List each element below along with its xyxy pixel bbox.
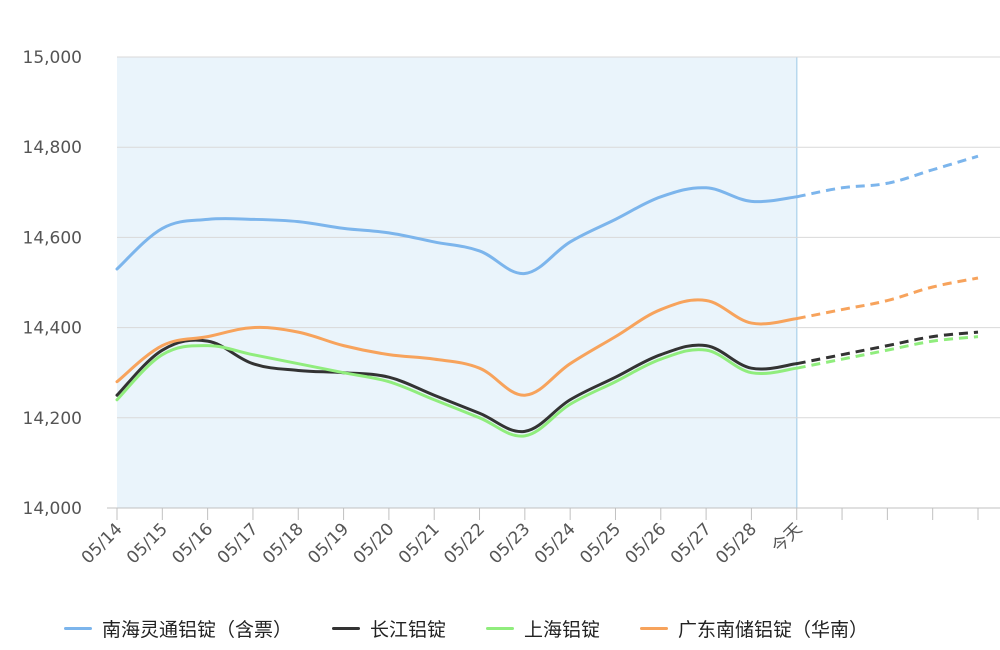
x-tick-label: 05/16 xyxy=(168,519,217,568)
x-tick-label: 05/27 xyxy=(667,519,716,568)
series-forecast-line-1 xyxy=(796,154,979,199)
x-tick-label: 05/15 xyxy=(123,519,172,568)
y-tick-label: 14,000 xyxy=(23,499,82,519)
legend-label: 广东南储铝锭（华南） xyxy=(678,618,869,641)
legend-item-4[interactable]: 广东南储铝锭（华南） xyxy=(640,615,868,642)
legend-item-1[interactable]: 南海灵通铝锭（含票） xyxy=(64,615,292,642)
series-forecast-line-2 xyxy=(796,330,979,366)
series-line-4 xyxy=(115,298,799,397)
series-line-3 xyxy=(115,344,799,438)
x-tick-label: 05/23 xyxy=(486,519,535,568)
legend-label: 长江铝锭 xyxy=(370,618,447,641)
legend-item-2[interactable]: 长江铝锭 xyxy=(332,615,446,642)
legend-swatch xyxy=(332,626,361,630)
x-tick-label: 今天 xyxy=(768,519,806,557)
legend-item-3[interactable]: 上海铝锭 xyxy=(486,615,600,642)
line-chart: 14,000 14,200 14,400 14,600 14,800 15,000 05/… xyxy=(23,48,1000,568)
x-tick-label: 05/21 xyxy=(395,519,444,568)
x-tick-label: 05/18 xyxy=(259,519,308,568)
legend-swatch xyxy=(486,626,515,630)
history-shade xyxy=(117,57,797,508)
legend-label: 南海灵通铝锭（含票） xyxy=(102,618,293,641)
series-forecast-line-3 xyxy=(796,335,979,370)
legend-label: 上海铝锭 xyxy=(524,618,601,641)
legend-swatch xyxy=(640,626,669,630)
y-tick-label: 14,400 xyxy=(23,319,82,339)
legend-items: 南海灵通铝锭（含票） 长江铝锭 上海铝锭 广东南储铝锭（华南） xyxy=(64,615,908,642)
y-tick-label: 14,800 xyxy=(23,138,82,158)
legend: 南海灵通铝锭（含票） 长江铝锭 上海铝锭 广东南储铝锭（华南） xyxy=(0,608,1000,648)
x-tick-label: 05/22 xyxy=(440,519,489,568)
y-tick-label: 14,200 xyxy=(23,409,82,429)
y-tick-label: 14,600 xyxy=(23,228,82,248)
x-tick-label: 05/19 xyxy=(304,519,353,568)
legend-swatch xyxy=(64,626,92,630)
x-tick-label: 05/28 xyxy=(712,519,761,568)
series-forecast-line-4 xyxy=(796,276,979,321)
x-tick-label: 05/24 xyxy=(531,519,580,568)
y-tick-label: 15,000 xyxy=(23,48,82,68)
x-tick-label: 05/26 xyxy=(622,519,671,568)
x-tick-label: 05/25 xyxy=(576,519,625,568)
x-tick-label: 05/14 xyxy=(78,519,127,568)
series-line-1 xyxy=(115,186,799,275)
x-tick-label: 05/20 xyxy=(350,519,399,568)
x-tick-label: 05/17 xyxy=(214,519,263,568)
